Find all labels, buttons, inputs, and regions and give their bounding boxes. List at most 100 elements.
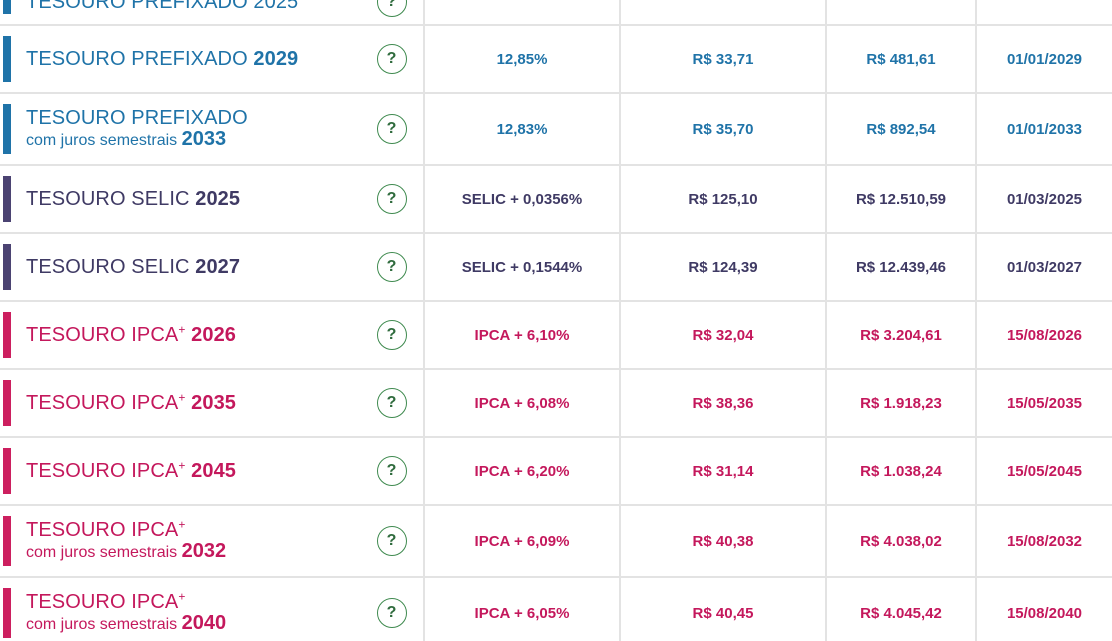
bond-name-text: TESOURO IPCA	[26, 392, 179, 414]
maturity-date-cell: 01/03/2027	[1006, 258, 1083, 276]
bond-name-cell: TESOURO IPCA+ com juros semestrais 2040	[0, 578, 360, 641]
rate-cell: SELIC + 0,0356%	[425, 166, 621, 232]
minimum-investment-cell: R$ 40,45	[621, 578, 827, 641]
unit-price-cell: R$ 12.439,46	[827, 234, 977, 300]
unit-price-cell: R$ 12.510,59	[827, 166, 977, 232]
rate-cell	[425, 0, 621, 24]
bond-name-cell: TESOURO SELIC 2025	[0, 166, 360, 232]
bond-name[interactable]: TESOURO IPCA+	[26, 589, 186, 613]
bond-row[interactable]: TESOURO SELIC 2027? SELIC + 0,1544% R$ 124…	[0, 234, 1112, 302]
bond-name-cell: TESOURO SELIC 2027	[0, 234, 360, 300]
bond-name[interactable]: TESOURO PREFIXADO	[26, 107, 248, 129]
bond-row[interactable]: TESOURO IPCA+ 2035? IPCA + 6,08% R$ 38,36 R…	[0, 370, 1112, 438]
help-icon[interactable]: ?	[376, 114, 407, 144]
bond-color-bar	[3, 36, 11, 82]
bond-name[interactable]: TESOURO IPCA+	[26, 518, 185, 541]
bond-color-bar	[3, 516, 11, 566]
minimum-investment-cell: R$ 35,70	[621, 94, 827, 164]
bond-row[interactable]: TESOURO IPCA+ com juros semestrais 2040? I…	[0, 578, 1112, 641]
minimum-investment-cell	[621, 0, 827, 24]
bond-name[interactable]: TESOURO SELIC 2027	[26, 256, 240, 278]
bond-name-cell: TESOURO IPCA+ 2026	[0, 302, 360, 368]
bond-subtitle: com juros semestrais 2040	[26, 613, 226, 635]
bond-name[interactable]: TESOURO SELIC 2025	[26, 188, 240, 210]
bond-year: 2032	[181, 540, 227, 562]
bond-year: 2025	[195, 188, 241, 210]
bond-name-cell: TESOURO PREFIXADO 2025	[0, 0, 360, 24]
bond-name[interactable]: TESOURO PREFIXADO 2025	[26, 0, 298, 13]
help-icon[interactable]: ?	[376, 0, 407, 17]
bond-color-bar	[3, 0, 11, 14]
help-cell: ?	[360, 94, 425, 164]
minimum-investment-cell: R$ 40,38	[621, 506, 827, 576]
bond-name-cell: TESOURO PREFIXADO com juros semestrais 20…	[0, 94, 360, 164]
bond-row[interactable]: TESOURO PREFIXADO 2029? 12,85% R$ 33,71 R$ …	[0, 26, 1112, 94]
bond-color-bar	[3, 588, 11, 638]
bond-name-superscript: +	[178, 458, 186, 473]
bond-name[interactable]: TESOURO PREFIXADO 2029	[26, 48, 298, 70]
bond-color-bar	[3, 312, 11, 358]
help-icon[interactable]: ?	[376, 44, 407, 74]
maturity-date-cell: 15/08/2026	[1006, 326, 1083, 344]
help-cell: ?	[360, 0, 425, 24]
rate-cell: IPCA + 6,05%	[425, 578, 621, 641]
bond-name[interactable]: TESOURO IPCA+ 2026	[26, 323, 236, 346]
bond-name[interactable]: TESOURO IPCA+ 2035	[26, 391, 237, 414]
bond-name-cell: TESOURO IPCA+ 2035	[0, 370, 360, 436]
bond-name-text: TESOURO PREFIXADO	[26, 48, 254, 70]
help-icon[interactable]: ?	[376, 320, 407, 350]
minimum-investment-cell: R$ 32,04	[621, 302, 827, 368]
bond-row[interactable]: TESOURO IPCA+ 2026? IPCA + 6,10% R$ 32,04 R…	[0, 302, 1112, 370]
help-cell: ?	[360, 26, 425, 92]
bond-color-bar	[3, 104, 11, 154]
help-cell: ?	[360, 578, 425, 641]
minimum-investment-cell: R$ 31,14	[621, 438, 827, 504]
maturity-date-cell: 01/03/2025	[1006, 190, 1083, 208]
help-icon[interactable]: ?	[376, 184, 407, 214]
help-icon[interactable]: ?	[376, 252, 407, 282]
maturity-date-cell: 15/08/2032	[1006, 532, 1083, 550]
unit-price-cell: R$ 1.038,24	[827, 438, 977, 504]
bond-name-text: TESOURO SELIC	[26, 188, 196, 210]
bond-name-superscript: +	[178, 589, 186, 604]
unit-price-cell: R$ 892,54	[827, 94, 977, 164]
help-icon[interactable]: ?	[376, 598, 407, 628]
help-cell: ?	[360, 166, 425, 232]
help-cell: ?	[360, 234, 425, 300]
minimum-investment-cell: R$ 125,10	[621, 166, 827, 232]
maturity-date-cell	[977, 0, 1112, 24]
bond-year: 2029	[253, 48, 299, 70]
bond-row[interactable]: TESOURO PREFIXADO com juros semestrais 20…	[0, 94, 1112, 166]
minimum-investment-cell: R$ 33,71	[621, 26, 827, 92]
bond-row[interactable]: TESOURO IPCA+ com juros semestrais 2032? I…	[0, 506, 1112, 578]
bond-row[interactable]: TESOURO IPCA+ 2045? IPCA + 6,20% R$ 31,14 R…	[0, 438, 1112, 506]
bond-year: 2027	[195, 256, 241, 278]
bond-name-cell: TESOURO PREFIXADO 2029	[0, 26, 360, 92]
bond-row[interactable]: TESOURO SELIC 2025? SELIC + 0,0356% R$ 125…	[0, 166, 1112, 234]
bond-subtitle: com juros semestrais 2032	[26, 541, 226, 563]
unit-price-cell: R$ 3.204,61	[827, 302, 977, 368]
bond-subtitle-text: com juros semestrais	[26, 132, 182, 149]
bond-name[interactable]: TESOURO IPCA+ 2045	[26, 458, 237, 482]
rate-cell: 12,85%	[425, 26, 621, 92]
bond-color-bar	[3, 244, 11, 290]
bond-subtitle: com juros semestrais 2033	[26, 129, 226, 151]
bond-row[interactable]: TESOURO PREFIXADO 2025?	[0, 0, 1112, 26]
rate-cell: IPCA + 6,09%	[425, 506, 621, 576]
maturity-date-cell: 15/05/2045	[1006, 462, 1083, 480]
unit-price-cell: R$ 1.918,23	[827, 370, 977, 436]
bond-subtitle-text: com juros semestrais	[26, 616, 182, 633]
bond-year: 2035	[191, 392, 237, 414]
bond-color-bar	[3, 380, 11, 426]
help-icon[interactable]: ?	[376, 456, 407, 486]
bond-name-text: TESOURO IPCA	[26, 519, 179, 541]
bond-name-text: TESOURO IPCA	[26, 324, 179, 346]
help-cell: ?	[360, 438, 425, 504]
help-icon[interactable]: ?	[376, 526, 407, 556]
bond-year: 2045	[191, 460, 237, 482]
help-icon[interactable]: ?	[376, 388, 407, 418]
minimum-investment-cell: R$ 38,36	[621, 370, 827, 436]
rate-cell: SELIC + 0,1544%	[425, 234, 621, 300]
bond-name-text: TESOURO IPCA	[26, 460, 179, 482]
